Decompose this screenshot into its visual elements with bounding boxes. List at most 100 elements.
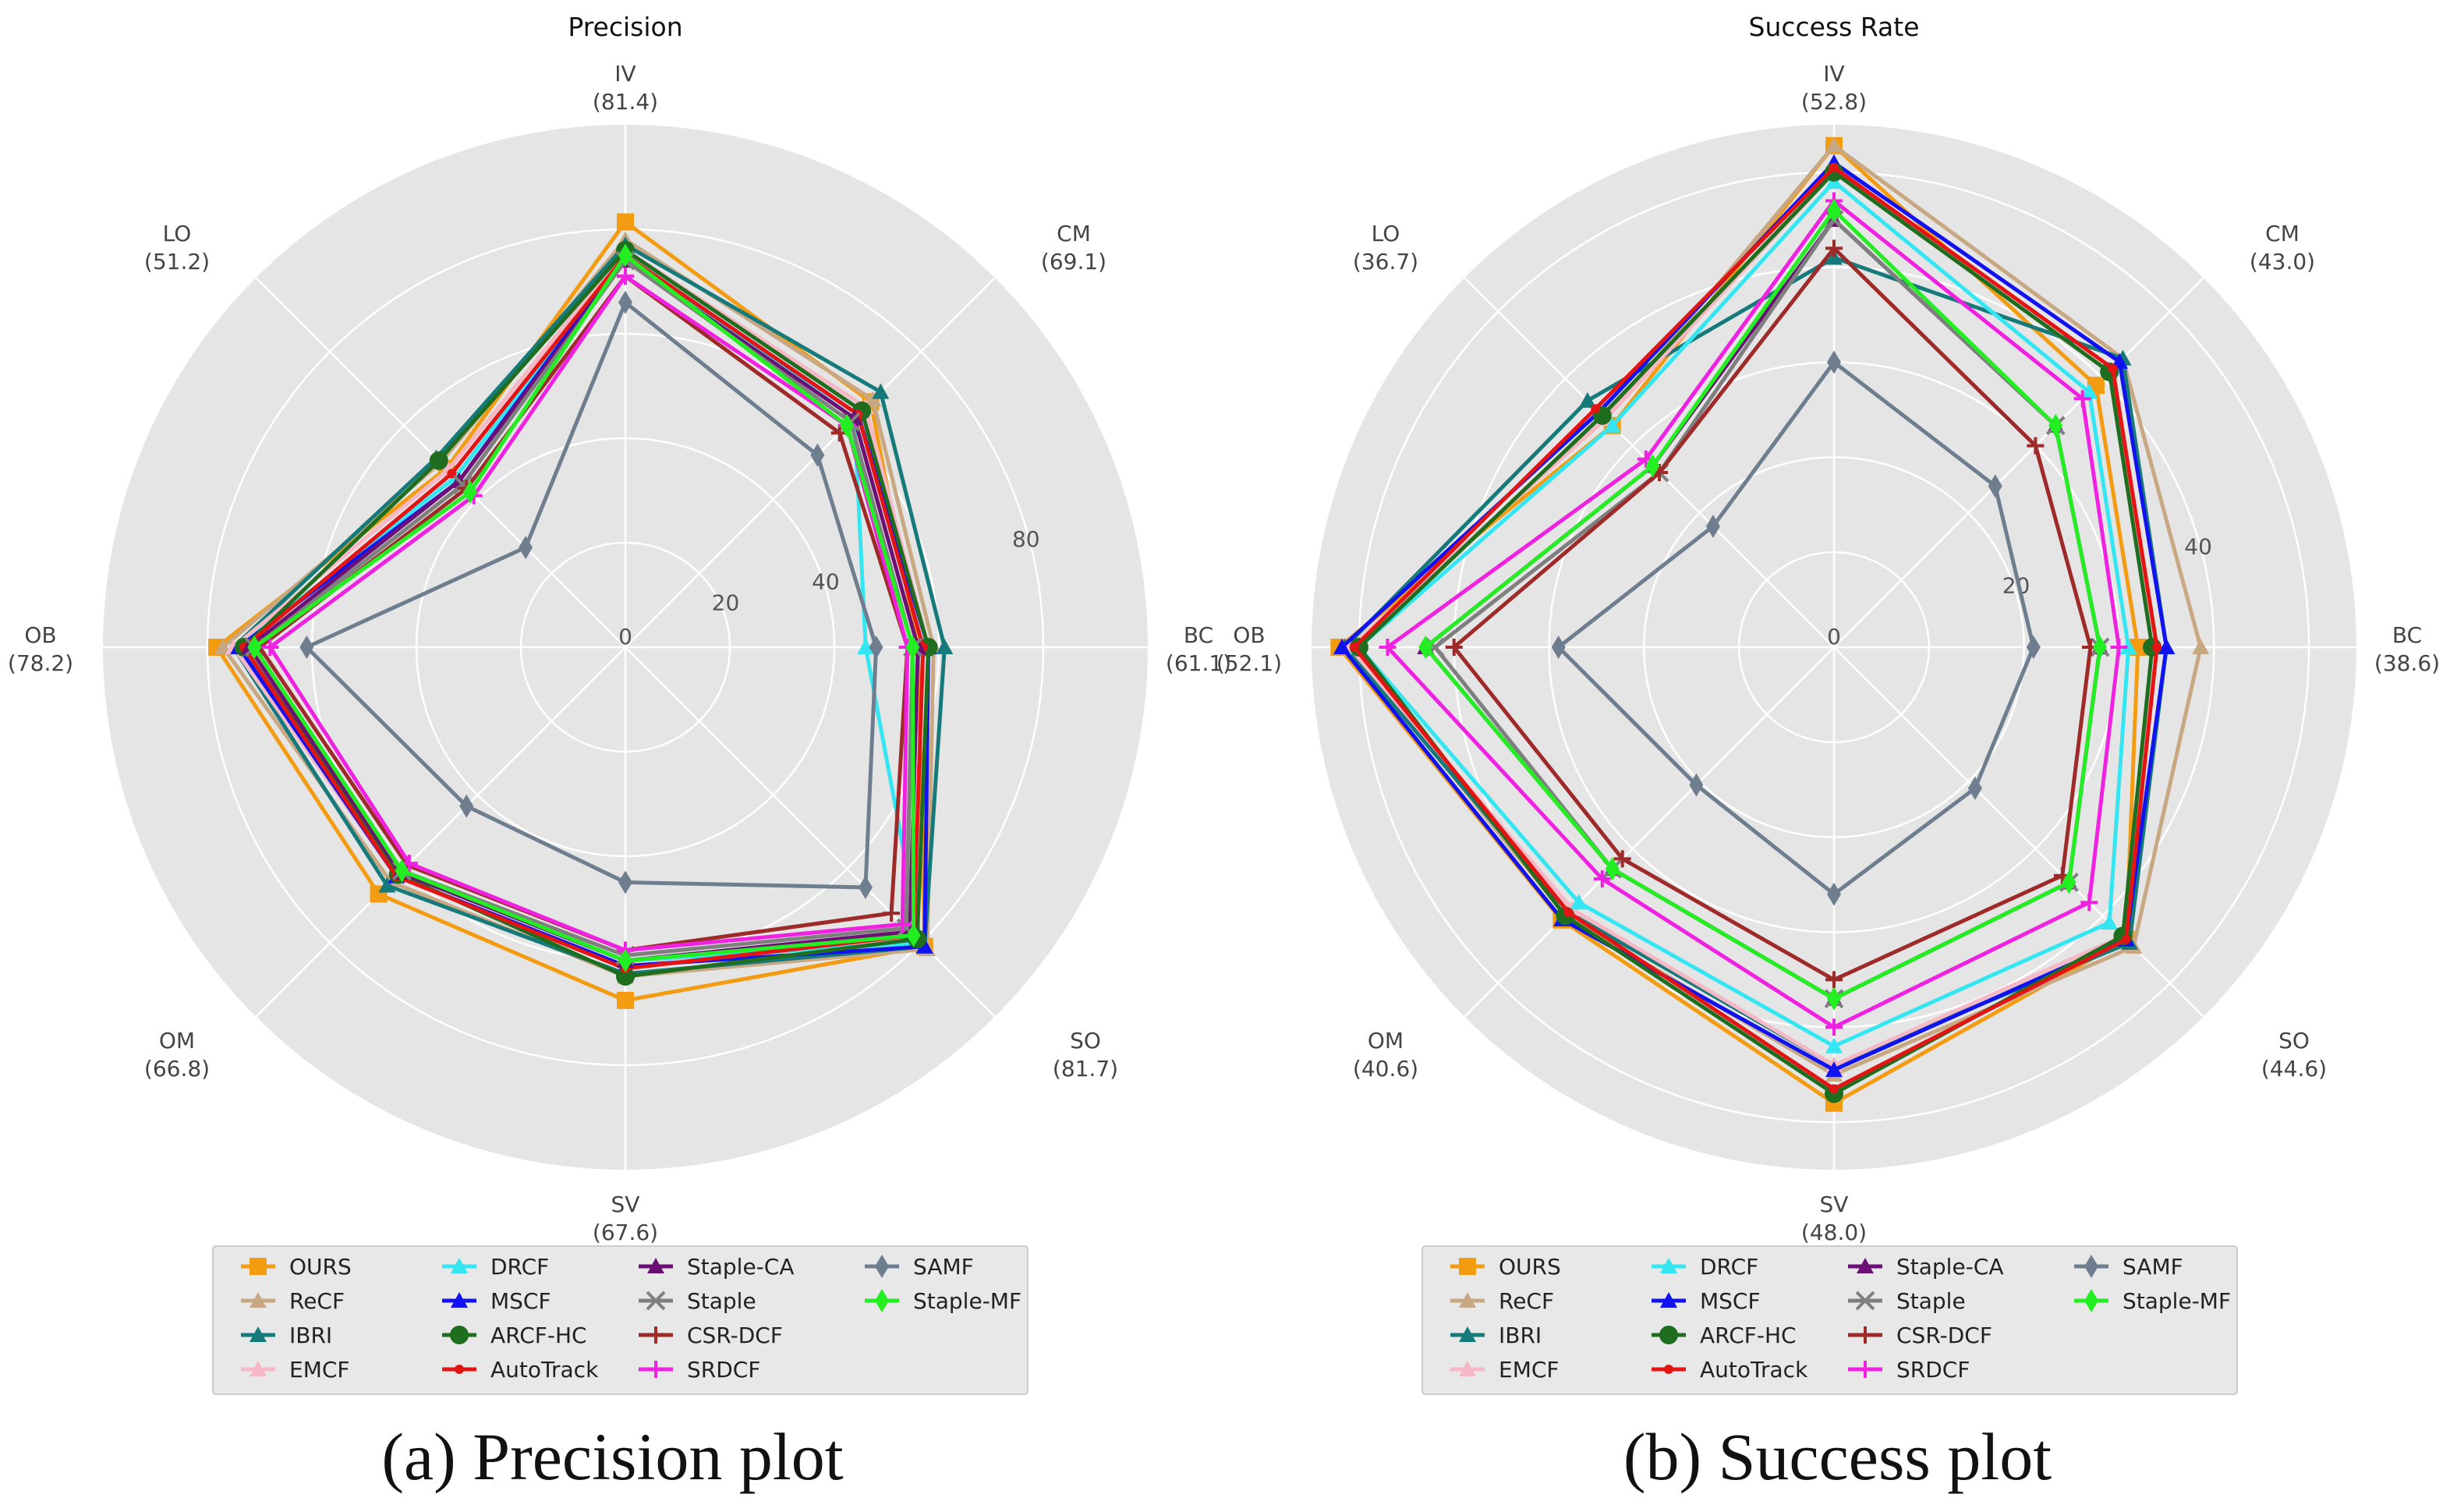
grid-spoke <box>255 646 626 1018</box>
data-point <box>1827 198 1841 222</box>
series-autotrack <box>1349 162 2162 1094</box>
radial-tick-label: 0 <box>1827 624 1841 650</box>
legend-marker <box>875 1289 889 1312</box>
legend-entry-samf: SAMF <box>2074 1254 2183 1280</box>
data-point <box>1825 249 1843 265</box>
data-point <box>883 905 901 922</box>
legend-entry-samf: SAMF <box>865 1254 974 1280</box>
axis-label: LO <box>1372 221 1400 246</box>
axis-value-label: (43.0) <box>2250 249 2315 274</box>
axis-label: IV <box>1823 61 1844 87</box>
data-point <box>618 870 632 894</box>
data-point <box>1349 638 1368 657</box>
data-point <box>618 243 632 267</box>
legend-entry-ibri: IBRI <box>1450 1323 1542 1348</box>
data-point <box>1967 776 1982 800</box>
axis-value-label: (67.6) <box>593 1220 658 1245</box>
legend-entry-staple-ca: Staple-CA <box>639 1254 795 1280</box>
axis-value-label: (44.6) <box>2261 1056 2327 1082</box>
data-point <box>2026 636 2041 659</box>
data-point <box>429 451 448 470</box>
axis-label: LO <box>163 221 192 246</box>
legend-marker <box>647 1326 664 1344</box>
legend-entry-arcf-hc: ARCF-HC <box>442 1323 587 1348</box>
legend-label: ReCF <box>289 1288 345 1314</box>
legend-marker <box>646 1291 666 1311</box>
data-point <box>2110 639 2128 656</box>
axis-label: OB <box>24 622 56 648</box>
legend-marker <box>250 1361 267 1376</box>
data-point <box>447 469 457 479</box>
data-point <box>618 949 632 972</box>
legend-label: DRCF <box>1700 1254 1758 1280</box>
legend-entry-csr-dcf: CSR-DCF <box>1848 1323 1992 1348</box>
legend-marker <box>1660 1258 1677 1273</box>
legend-label: SRDCF <box>1896 1357 1970 1383</box>
legend-marker <box>451 1292 468 1308</box>
radial-tick-label: 80 <box>1012 526 1040 552</box>
legend-marker <box>2084 1289 2098 1312</box>
data-point <box>1825 1061 1843 1078</box>
axis-value-label: (66.8) <box>144 1056 210 1082</box>
legend-marker <box>450 1326 469 1344</box>
axis-label: SO <box>1070 1028 1101 1053</box>
radial-tick-label: 0 <box>618 624 632 650</box>
data-point <box>2108 363 2118 374</box>
legend-marker <box>875 1255 889 1278</box>
series-samf <box>1551 350 2041 906</box>
data-point <box>915 937 933 954</box>
legend-box <box>212 1245 1029 1395</box>
series-srdcf <box>1379 192 2128 1036</box>
legend-label: SRDCF <box>687 1357 760 1383</box>
data-point <box>1578 391 1596 408</box>
legend-marker <box>1857 1326 1874 1344</box>
axis-label: BC <box>2392 622 2422 648</box>
data-point <box>2048 413 2063 437</box>
data-point <box>616 967 635 986</box>
axis-value-label: (81.4) <box>593 89 658 115</box>
legend-label: Staple <box>1896 1288 1966 1314</box>
legend-label: Staple-MF <box>2123 1288 2231 1314</box>
data-point <box>1825 162 1843 182</box>
legend-marker <box>1857 1258 1874 1273</box>
legend-label: AutoTrack <box>1700 1357 1808 1383</box>
data-point <box>2119 639 2137 654</box>
legend-label: SAMF <box>2123 1254 2183 1280</box>
legend-entry-autotrack: AutoTrack <box>442 1357 599 1383</box>
data-point <box>936 639 954 654</box>
data-point <box>857 639 875 654</box>
legend-label: OURS <box>289 1254 352 1280</box>
axis-value-label: (36.7) <box>1353 249 1418 274</box>
data-point <box>1379 639 1397 656</box>
legend-label: OURS <box>1499 1254 1561 1280</box>
chart-title: Precision <box>568 12 682 42</box>
legend-entry-autotrack: AutoTrack <box>1652 1357 1808 1383</box>
legend-label: IBRI <box>1499 1323 1542 1348</box>
radial-tick-label: 40 <box>2184 534 2212 560</box>
legend-entry-ours: OURS <box>241 1254 352 1280</box>
legend-marker <box>1459 1258 1476 1275</box>
radial-tick-label: 20 <box>712 590 740 616</box>
data-point <box>2152 643 2162 652</box>
legend-marker <box>1664 1365 1673 1374</box>
legend-label: Staple-CA <box>1896 1254 2004 1280</box>
grid-spoke <box>625 277 996 648</box>
legend-label: EMCF <box>1499 1357 1560 1383</box>
legend-entry-staple-mf: Staple-MF <box>865 1288 1021 1314</box>
legend-marker <box>250 1326 267 1342</box>
data-point <box>2093 636 2108 659</box>
legend-marker <box>2084 1255 2098 1278</box>
legend-entry-staple-ca: Staple-CA <box>1848 1254 2004 1280</box>
data-point <box>1605 857 1620 881</box>
data-point <box>906 923 921 947</box>
legend-label: Staple-CA <box>687 1254 795 1280</box>
data-point <box>1829 1084 1839 1094</box>
data-point <box>1563 908 1574 918</box>
radar-chart-precision: 0 20 40 80 IV(81.4) CM (69.1) BC(61.1) SO (81.7) S… <box>8 12 1231 1395</box>
data-point <box>1829 162 1839 172</box>
data-point <box>2121 934 2131 944</box>
legend-marker <box>1459 1292 1476 1308</box>
legend-label: DRCF <box>490 1254 549 1280</box>
data-point <box>1689 773 1704 797</box>
data-point <box>1827 882 1841 906</box>
